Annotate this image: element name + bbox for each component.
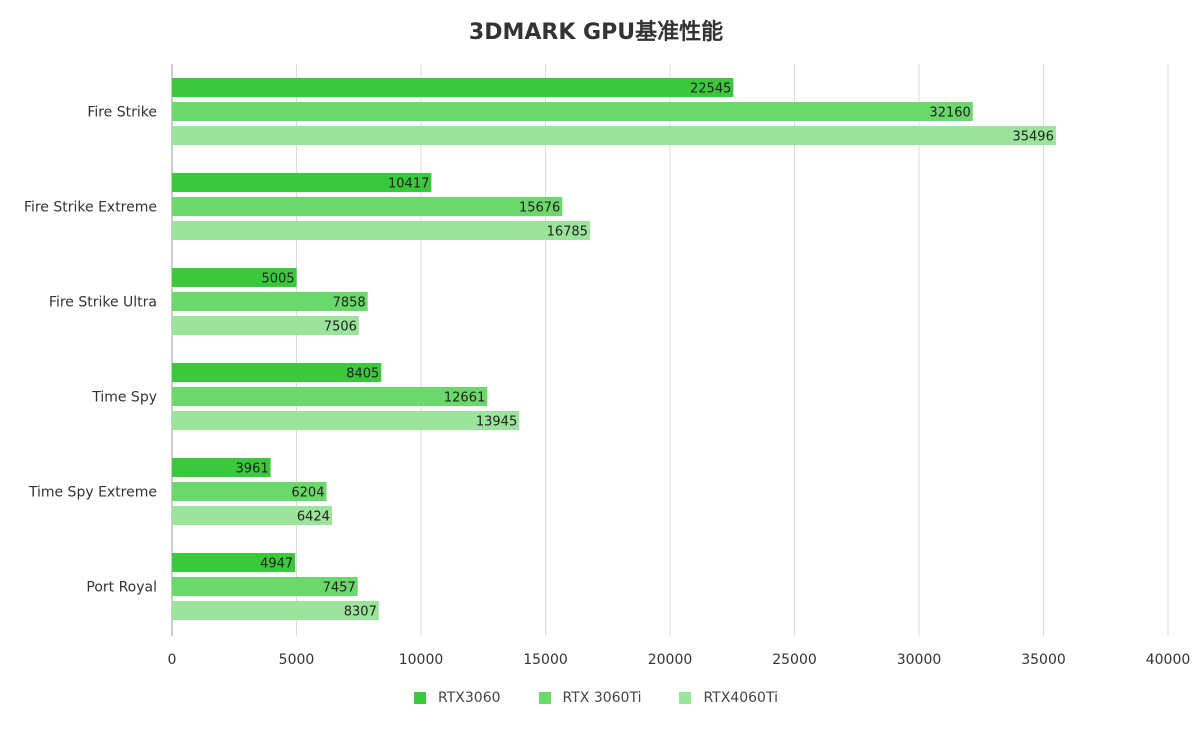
x-tick-label: 25000: [772, 652, 817, 668]
data-label: 13945: [476, 415, 517, 430]
data-label: 15676: [519, 201, 560, 216]
x-tick-label: 15000: [523, 652, 568, 668]
x-tick-label: 0: [168, 652, 177, 668]
category-label: Time Spy Extreme: [28, 485, 157, 501]
bar: [172, 553, 296, 572]
data-label: 10417: [388, 177, 429, 192]
category-label: Fire Strike Extreme: [24, 200, 157, 216]
category-label: Port Royal: [86, 580, 157, 596]
data-label: 22545: [690, 82, 731, 97]
plot-area: 0 5000 10000 15000 20000 25000 30000 35000 40000…: [24, 64, 1191, 668]
bar: [172, 126, 1056, 145]
data-label: 35496: [1012, 130, 1053, 145]
legend-label: RTX3060: [438, 690, 501, 706]
legend-swatch: [679, 692, 692, 704]
bar: [172, 173, 432, 192]
data-label: 7457: [323, 581, 356, 596]
data-label: 7506: [324, 320, 357, 335]
legend-item: RTX4060Ti: [679, 690, 778, 706]
bar: [172, 268, 297, 287]
legend-item: RTX3060: [414, 690, 501, 706]
data-label: 6424: [297, 510, 330, 525]
x-tick-label: 35000: [1021, 652, 1066, 668]
x-tick-label: 20000: [648, 652, 693, 668]
bar: [172, 387, 488, 406]
bar: [172, 363, 382, 382]
data-label: 12661: [444, 391, 485, 406]
bar: [172, 316, 359, 335]
data-label: 32160: [929, 106, 970, 121]
data-label: 6204: [291, 486, 324, 501]
x-tick-label: 5000: [279, 652, 315, 668]
data-label: 8405: [346, 367, 379, 382]
bar: [172, 506, 332, 525]
x-tick-label: 10000: [399, 652, 444, 668]
data-label: 16785: [547, 225, 588, 240]
bar: [172, 102, 973, 121]
bar: [172, 292, 368, 311]
data-label: 7858: [333, 296, 366, 311]
chart-title: 3DMARK GPU基准性能: [468, 20, 724, 45]
bar: [172, 411, 520, 430]
category-label: Fire Strike Ultra: [49, 295, 157, 311]
bar: [172, 197, 563, 216]
legend-label: RTX 3060Ti: [562, 690, 642, 706]
bar: [172, 458, 271, 477]
legend: RTX3060 RTX 3060Ti RTX4060Ti: [0, 690, 1192, 706]
data-label: 5005: [262, 272, 295, 287]
data-label: 3961: [236, 462, 269, 477]
bar: [172, 221, 590, 240]
legend-swatch: [414, 692, 427, 704]
data-label: 4947: [260, 557, 293, 572]
category-label: Fire Strike: [87, 105, 157, 121]
bar: [172, 78, 734, 97]
legend-label: RTX4060Ti: [703, 690, 778, 706]
x-tick-label: 40000: [1146, 652, 1191, 668]
bar: [172, 577, 358, 596]
x-tick-label: 30000: [897, 652, 942, 668]
data-label: 8307: [344, 605, 377, 620]
bar: [172, 482, 327, 501]
legend-swatch: [538, 692, 551, 704]
category-label: Time Spy: [91, 390, 157, 406]
legend-item: RTX 3060Ti: [538, 690, 642, 706]
bar: [172, 601, 379, 620]
